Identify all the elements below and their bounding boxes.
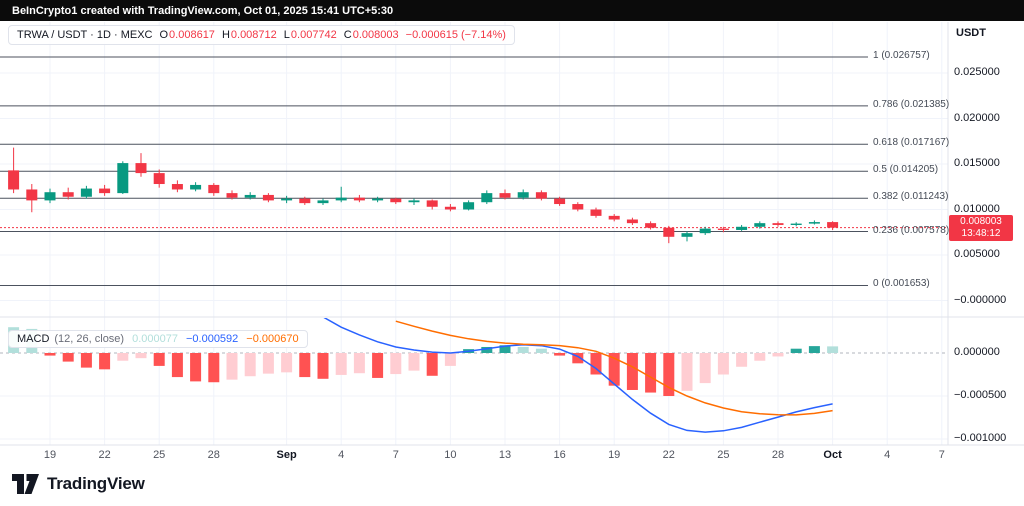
legend-high: H 0.008712: [221, 29, 277, 41]
current-price-badge: 0.008003 13:48:12: [949, 214, 1013, 241]
watermark-text: BeInCrypto1 created with TradingView.com…: [12, 4, 394, 17]
symbol-legend[interactable]: TRWA / USDT · 1D · MEXC O 0.008617 H 0.008…: [8, 25, 515, 45]
tradingview-logo[interactable]: TradingView: [12, 474, 145, 494]
macd-line: [323, 318, 833, 433]
macd-line-value: −0.000592: [185, 333, 239, 345]
price-axis[interactable]: [948, 22, 1024, 445]
legend-low: L 0.007742: [283, 29, 337, 41]
price-axis-unit: USDT: [956, 27, 986, 39]
macd-pane: [8, 318, 839, 433]
fib-retracement-lines: [0, 56, 868, 286]
tradingview-wordmark: TradingView: [47, 474, 145, 493]
time-axis[interactable]: [0, 445, 948, 466]
watermark-bar: BeInCrypto1 created with TradingView.com…: [0, 0, 1024, 21]
legend-open: O 0.008617: [159, 29, 215, 41]
macd-hist-value: 0.000077: [132, 333, 178, 345]
candles: [8, 147, 839, 244]
badge-price: 0.008003: [960, 215, 1002, 227]
tradingview-logo-icon: [12, 474, 39, 494]
legend-change: −0.000615 (−7.14%): [405, 29, 506, 41]
symbol-title: TRWA / USDT · 1D · MEXC: [17, 29, 153, 41]
macd-params: (12, 26, close): [54, 333, 125, 345]
macd-signal-value: −0.000670: [246, 333, 299, 345]
badge-countdown: 13:48:12: [961, 227, 1001, 239]
legend-close: C 0.008003: [343, 29, 399, 41]
macd-signal-line: [395, 320, 833, 416]
macd-title: MACD: [17, 333, 50, 345]
macd-legend[interactable]: MACD (12, 26, close) 0.000077 −0.000592 …: [8, 330, 308, 348]
gridlines: [0, 22, 948, 445]
